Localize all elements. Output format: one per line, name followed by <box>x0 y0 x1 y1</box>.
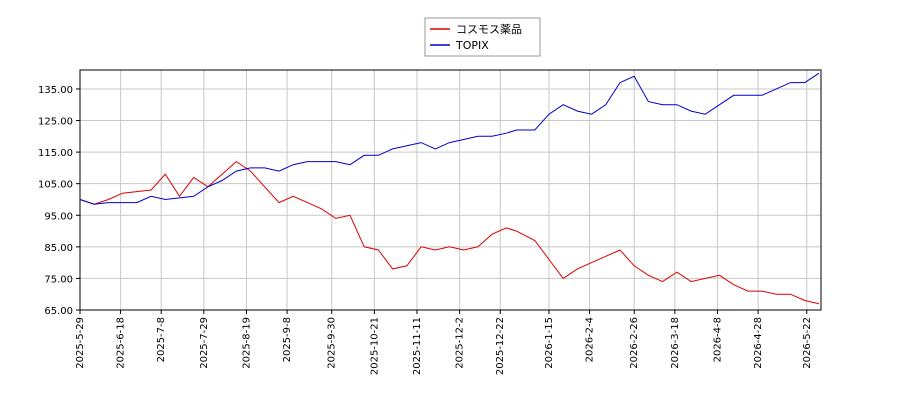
x-tick-label: 2025-12-22 <box>495 317 506 375</box>
x-tick-label: 2025-8-19 <box>241 317 252 369</box>
x-tick-label: 2026-2-4 <box>585 317 596 362</box>
x-tick-label: 2025-11-11 <box>412 317 423 375</box>
x-tick-label: 2025-9-30 <box>327 317 338 369</box>
series-line <box>79 160 820 305</box>
plot-frame <box>79 69 822 311</box>
legend-box <box>424 17 541 57</box>
x-tick-label: 2026-4-8 <box>712 317 723 362</box>
y-tick-label: 105.00 <box>38 180 73 191</box>
x-tick-label: 2025-10-21 <box>369 317 380 375</box>
legend-label: TOPIX <box>455 39 489 52</box>
x-tick-label: 2026-3-18 <box>670 317 681 369</box>
x-tick-label: 2025-7-8 <box>156 317 167 362</box>
legend-label: コスモス薬品 <box>456 23 522 36</box>
x-tick-label: 2026-1-15 <box>544 317 555 369</box>
x-tick-label: 2025-9-8 <box>282 317 293 362</box>
y-tick-label: 85.00 <box>44 243 73 254</box>
y-tick-label: 135.00 <box>38 85 73 96</box>
y-tick-label: 125.00 <box>38 117 73 128</box>
y-tick-label: 75.00 <box>44 274 73 285</box>
x-tick-label: 2025-5-29 <box>75 317 86 369</box>
x-tick-label: 2026-2-26 <box>629 317 640 369</box>
x-tick-label: 2025-6-18 <box>116 317 127 369</box>
x-tick-label: 2026-5-22 <box>802 317 813 369</box>
y-tick-label: 65.00 <box>44 306 73 317</box>
y-tick-label: 115.00 <box>38 148 73 159</box>
x-tick-label: 2025-7-29 <box>199 317 210 369</box>
series-line <box>79 72 820 205</box>
y-tick-label: 95.00 <box>44 211 73 222</box>
x-tick-label: 2026-4-28 <box>753 317 764 369</box>
x-tick-label: 2025-12-2 <box>455 317 466 369</box>
